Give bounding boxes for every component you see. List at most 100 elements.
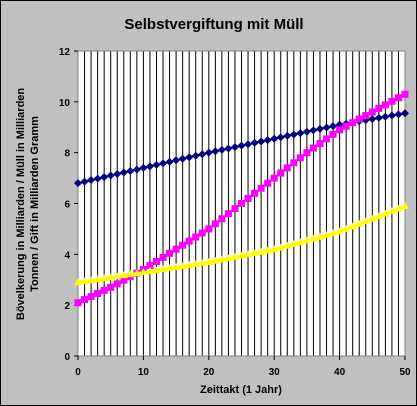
data-point xyxy=(145,267,154,275)
data-point xyxy=(74,179,82,188)
y-tick-label: 2 xyxy=(64,301,70,312)
data-point xyxy=(218,215,226,223)
data-point xyxy=(237,251,246,259)
data-point xyxy=(244,250,253,258)
data-point xyxy=(263,246,272,254)
data-point xyxy=(283,164,291,172)
data-point xyxy=(375,104,383,112)
data-point xyxy=(93,275,102,283)
data-point xyxy=(303,149,311,157)
data-point xyxy=(107,283,115,291)
data-point xyxy=(263,136,272,145)
data-point xyxy=(290,159,298,167)
data-point xyxy=(165,157,174,166)
data-point xyxy=(224,254,233,262)
data-point xyxy=(126,166,135,175)
data-point xyxy=(132,269,141,277)
data-point xyxy=(361,217,370,225)
data-point xyxy=(145,162,154,171)
data-point xyxy=(120,276,128,284)
data-point xyxy=(185,153,194,162)
data-point xyxy=(152,160,161,169)
y-axis-title: Bövelkerung in Milliarden / Müll in Mill… xyxy=(15,88,41,321)
data-point xyxy=(387,207,396,215)
data-point xyxy=(368,214,377,222)
data-point xyxy=(152,266,161,274)
y-tick-label: 10 xyxy=(59,98,71,109)
data-point xyxy=(322,123,331,132)
series-layer xyxy=(74,90,409,307)
data-point xyxy=(152,257,160,265)
data-point xyxy=(204,257,213,265)
data-point xyxy=(87,293,95,301)
data-point xyxy=(368,114,377,123)
data-point xyxy=(74,299,82,307)
data-point xyxy=(329,130,337,138)
data-point xyxy=(335,227,344,235)
data-point xyxy=(106,273,115,281)
data-point xyxy=(165,264,174,272)
x-axis-title: Zeittakt (1 Jahr) xyxy=(200,384,282,396)
data-point xyxy=(159,265,168,273)
data-point xyxy=(289,239,298,247)
data-point xyxy=(349,119,357,127)
data-point xyxy=(401,202,409,210)
data-point xyxy=(257,184,265,192)
data-point xyxy=(87,176,96,185)
data-point xyxy=(126,270,135,278)
data-point xyxy=(172,245,180,253)
data-point xyxy=(342,224,351,232)
data-point xyxy=(93,174,102,183)
data-point xyxy=(362,112,370,120)
data-point xyxy=(374,113,383,122)
data-point xyxy=(81,296,89,304)
data-point xyxy=(198,258,207,266)
data-point xyxy=(172,263,181,271)
data-point xyxy=(172,156,181,165)
data-point xyxy=(231,205,239,213)
data-point xyxy=(74,278,82,286)
data-point xyxy=(159,159,168,168)
data-point xyxy=(238,200,245,207)
data-point xyxy=(277,169,285,177)
data-point xyxy=(211,256,220,264)
data-point xyxy=(355,115,363,123)
x-tick-label: 40 xyxy=(334,367,346,378)
data-point xyxy=(388,97,396,105)
data-point xyxy=(198,150,207,159)
y-axis-title-line-1: Bövelkerung in Milliarden / Müll in Mill… xyxy=(15,88,27,321)
data-point xyxy=(270,174,278,182)
data-point xyxy=(401,90,409,98)
data-point xyxy=(139,163,148,172)
data-point xyxy=(119,168,128,177)
data-point xyxy=(309,144,317,152)
data-point xyxy=(179,241,187,249)
data-point xyxy=(276,133,285,142)
data-point xyxy=(211,220,219,228)
data-point xyxy=(309,234,318,242)
data-point xyxy=(283,131,292,140)
data-point xyxy=(244,140,253,149)
data-point xyxy=(329,122,338,131)
data-point xyxy=(211,147,220,156)
data-point xyxy=(132,165,141,174)
y-tick-label: 6 xyxy=(64,200,70,211)
data-point xyxy=(100,173,109,182)
data-point xyxy=(342,122,350,130)
data-point xyxy=(276,243,285,251)
x-tick-label: 0 xyxy=(75,367,81,378)
data-point xyxy=(336,126,344,134)
data-point xyxy=(270,134,279,143)
data-point xyxy=(224,144,233,153)
data-point xyxy=(217,145,226,154)
data-point xyxy=(289,130,298,139)
data-point xyxy=(94,289,102,297)
data-point xyxy=(166,249,174,257)
data-point xyxy=(146,262,154,270)
data-point xyxy=(381,101,389,109)
data-point xyxy=(296,154,304,162)
data-point xyxy=(191,259,200,267)
data-point xyxy=(355,219,364,227)
